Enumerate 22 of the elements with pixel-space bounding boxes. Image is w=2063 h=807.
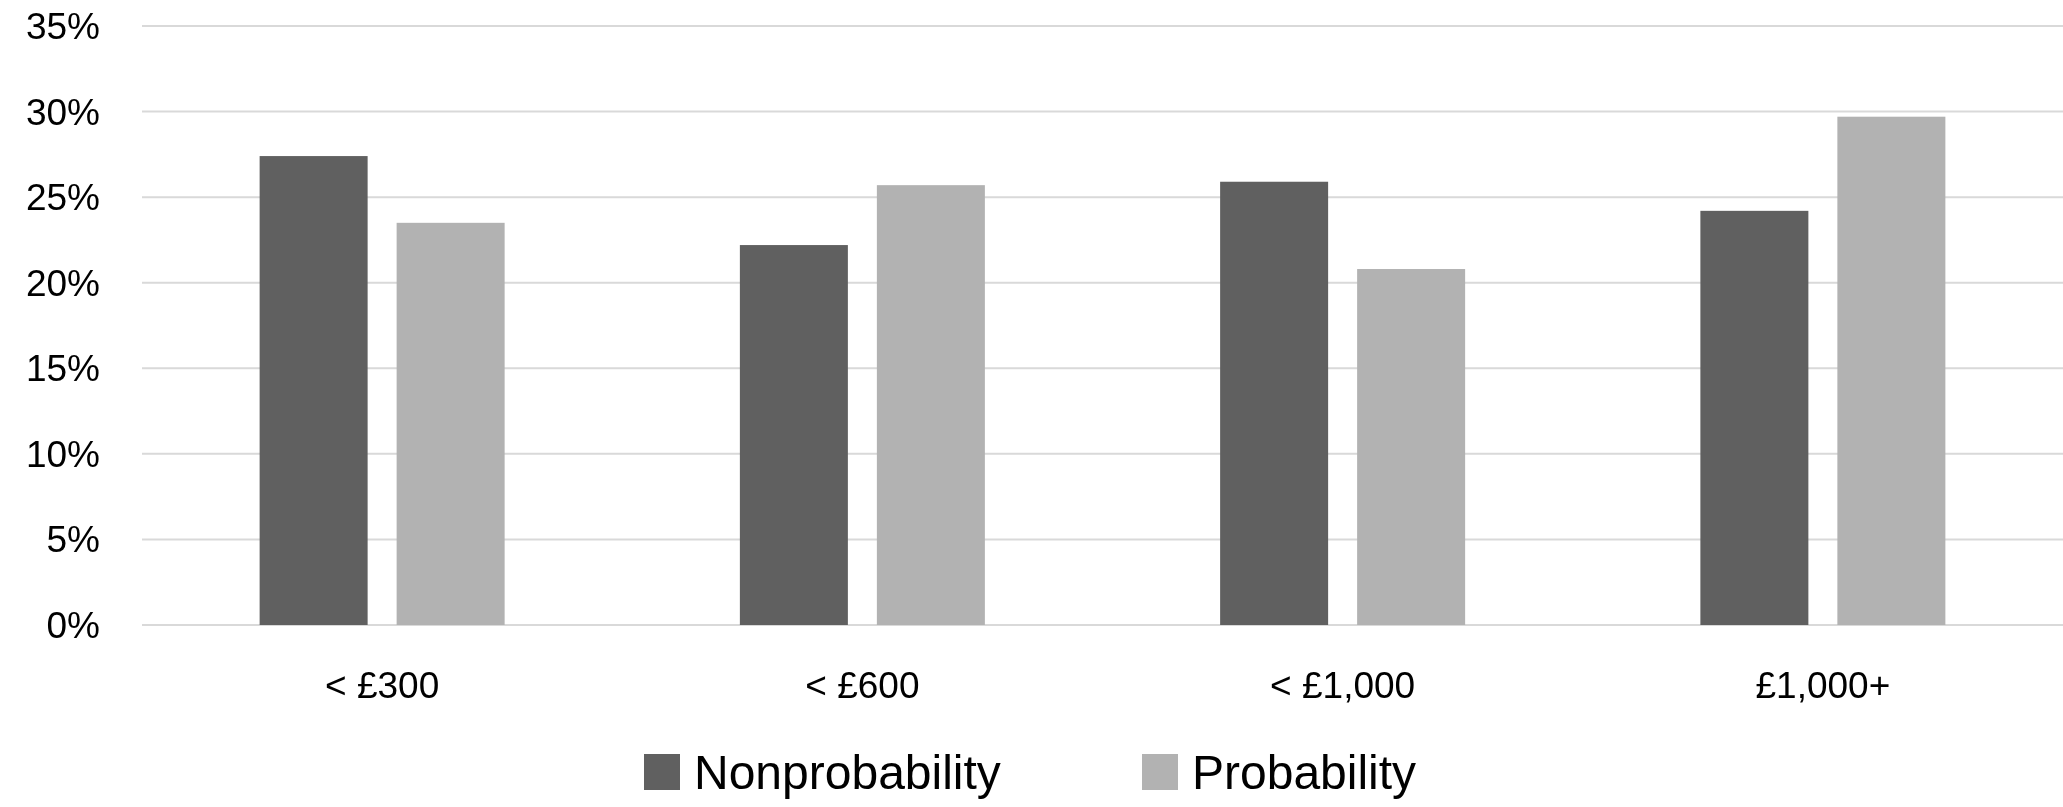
x-tick-label: £1,000+ [1755,665,1891,706]
y-tick-label: 10% [25,433,100,475]
legend-label: Probability [1192,745,1417,799]
bar [876,185,985,625]
y-tick-label: 5% [46,519,100,561]
y-tick-label: 20% [25,262,100,304]
legend-label: Nonprobability [694,745,1001,799]
x-tick-label: < £600 [805,665,920,706]
y-tick-label: 30% [25,91,100,133]
bar [1220,181,1329,625]
bar [396,222,505,625]
bar [1837,116,1946,625]
bar [259,156,368,625]
y-tick-label: 0% [46,604,100,646]
y-tick-label: 25% [25,177,100,219]
bar [1357,269,1466,625]
x-tick-label: < £300 [325,665,440,706]
bar [1700,210,1809,625]
y-tick-label: 35% [25,5,100,47]
bar [739,245,848,625]
x-tick-label: < £1,000 [1270,665,1416,706]
y-tick-label: 15% [25,348,100,390]
